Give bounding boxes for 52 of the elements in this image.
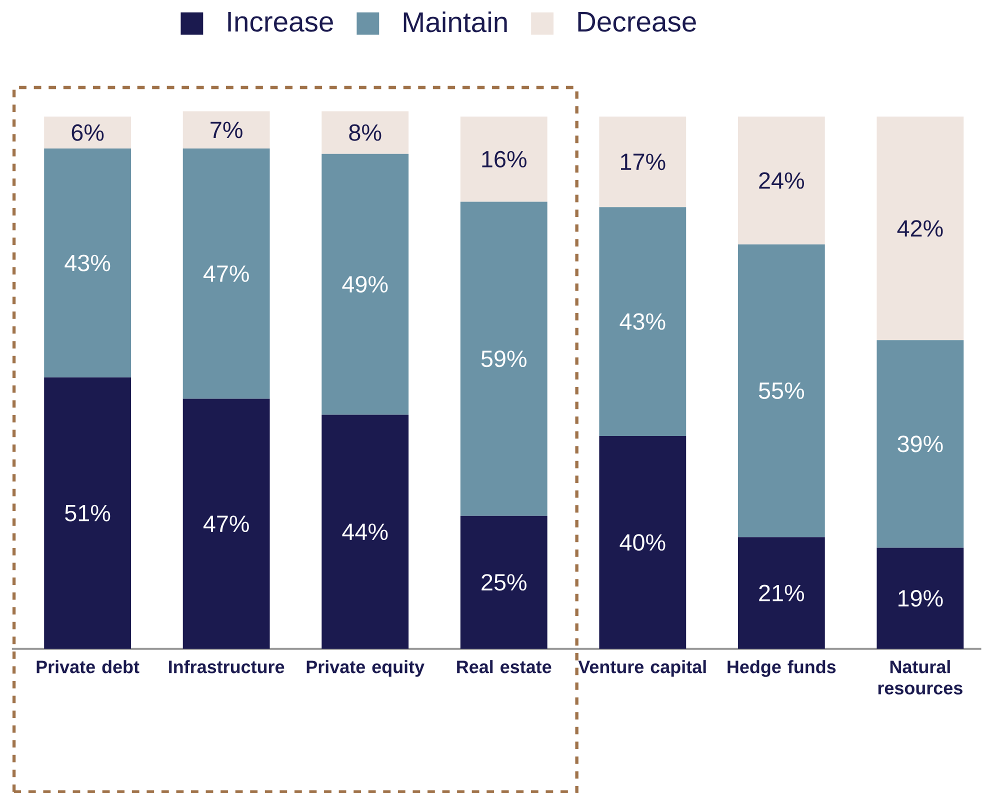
data-label: 49% [342, 276, 388, 292]
data-label: 42% [897, 220, 943, 236]
data-label: 7% [210, 122, 242, 138]
data-label: 6% [72, 124, 104, 141]
bar [460, 116, 548, 202]
data-label: 17% [621, 153, 666, 170]
bar [44, 377, 132, 649]
bar [182, 111, 270, 148]
data-label: 39% [898, 435, 943, 452]
data-label: 25% [482, 574, 526, 590]
bar [599, 436, 686, 649]
bar [44, 148, 132, 378]
bar [182, 398, 270, 649]
bar [460, 202, 548, 516]
data-label: 43% [64, 254, 110, 272]
x-tick-label: Private equity [306, 660, 424, 677]
data-label: 24% [759, 172, 804, 189]
bar [322, 154, 409, 414]
data-label: 8% [349, 124, 382, 141]
x-tick-label: Infrastructure [169, 660, 284, 674]
bar [738, 244, 825, 537]
x-tick-label: Private debt [36, 660, 140, 674]
x-tick-label: Natural resources [878, 660, 962, 694]
bar [599, 116, 686, 207]
data-label: 43% [620, 313, 666, 330]
bar [460, 516, 548, 649]
legend-label: Increase [228, 12, 333, 32]
data-label: 59% [481, 350, 526, 367]
x-tick-label: Venture capital [578, 660, 706, 677]
data-label: 44% [342, 523, 388, 540]
bar [599, 206, 686, 436]
data-label: 47% [203, 515, 249, 532]
data-label: 51% [65, 504, 110, 522]
data-label: 21% [759, 584, 804, 602]
bar [322, 414, 409, 649]
x-tick-label: Real estate [457, 660, 552, 674]
bar [322, 111, 409, 154]
data-label: 40% [620, 534, 666, 550]
bar [876, 548, 964, 649]
data-label: 16% [482, 150, 526, 168]
bar [738, 116, 825, 244]
bar [44, 116, 132, 148]
data-label: 55% [758, 382, 804, 399]
bar [182, 148, 270, 398]
data-label: 19% [898, 590, 943, 606]
bar [738, 536, 825, 649]
legend-label: Decrease [578, 12, 696, 32]
bar [876, 340, 964, 548]
legend-label: Maintain [404, 11, 507, 32]
bar [876, 116, 964, 340]
x-tick-label: Hedge funds [728, 660, 836, 677]
data-label: 47% [203, 265, 249, 282]
